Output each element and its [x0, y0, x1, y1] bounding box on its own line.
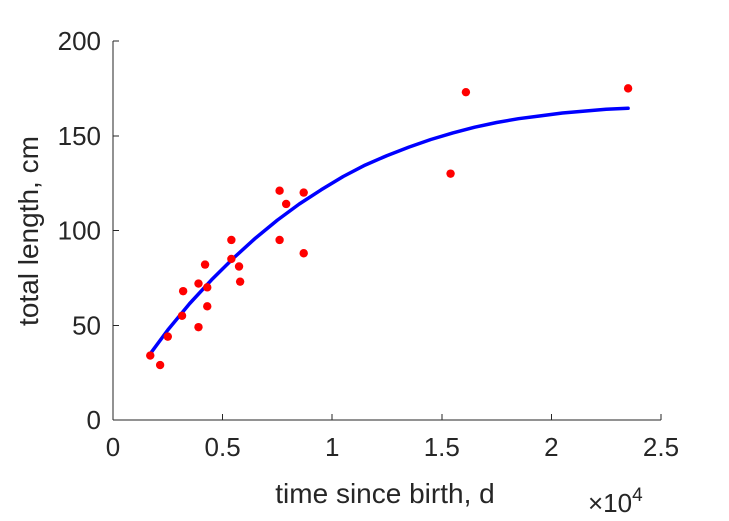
- y-tick-label: 50: [72, 310, 101, 340]
- y-axis-ticks: 0 50 100 150 200: [58, 26, 119, 435]
- data-point: [194, 322, 203, 332]
- data-point: [299, 249, 308, 258]
- data-point: [194, 279, 203, 288]
- x-tick-label: 0.5: [205, 432, 241, 462]
- data-point: [446, 169, 455, 178]
- data-point: [177, 311, 187, 320]
- data-point: [235, 277, 245, 286]
- x-axis-exponent-power: 4: [632, 485, 643, 506]
- x-tick-label: 0: [106, 432, 120, 462]
- data-point: [275, 235, 284, 245]
- y-axis-label: total length, cm: [13, 136, 44, 326]
- y-tick-label: 150: [58, 121, 101, 151]
- data-point: [178, 286, 188, 296]
- axes: [112, 41, 661, 421]
- data-point: [155, 360, 165, 370]
- data-point: [203, 283, 212, 292]
- x-axis-exponent-label: ×104: [588, 485, 643, 518]
- x-tick-label: 2: [544, 432, 558, 462]
- data-point: [203, 302, 212, 311]
- x-axis-exponent-base: ×10: [588, 488, 632, 518]
- data-point: [281, 199, 291, 209]
- x-tick-label: 1: [325, 432, 339, 462]
- data-point: [227, 235, 236, 245]
- data-points-group: [146, 84, 633, 370]
- data-point: [461, 87, 471, 97]
- fit-curve-group: [148, 106, 630, 356]
- x-axis-ticks: 0 0.5 1 1.5 2 2.5: [106, 414, 679, 462]
- data-point: [234, 262, 244, 271]
- y-tick-label: 200: [58, 26, 101, 56]
- x-tick-label: 1.5: [424, 432, 460, 462]
- x-axis-label: time since birth, d: [275, 478, 494, 509]
- data-point: [146, 351, 155, 360]
- data-point: [200, 260, 210, 269]
- data-point: [163, 332, 172, 341]
- data-point: [299, 188, 308, 197]
- x-tick-label: 2.5: [643, 432, 679, 462]
- data-point: [623, 84, 633, 93]
- fit-curve-line: [148, 106, 630, 356]
- data-point: [275, 186, 284, 195]
- y-tick-label: 100: [58, 216, 101, 246]
- y-tick-label: 0: [87, 405, 101, 435]
- data-point: [227, 254, 236, 264]
